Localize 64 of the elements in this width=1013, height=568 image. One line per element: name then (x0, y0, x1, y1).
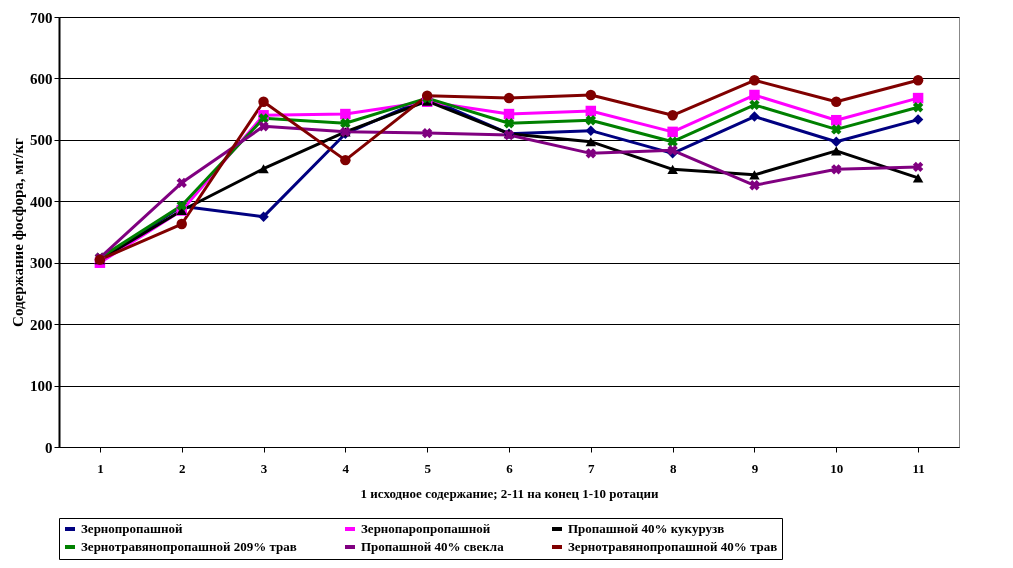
y-tick-label: 200 (30, 316, 53, 333)
legend-label: Зернотравянопропашной 40% трав (568, 539, 778, 554)
legend-label: Пропашной 40% свекла (361, 539, 505, 554)
point (176, 218, 187, 230)
y-tick-label: 700 (30, 9, 53, 26)
point (749, 180, 760, 191)
point (585, 148, 597, 159)
y-tick-label: 0 (45, 439, 53, 456)
x-tick-label: 4 (342, 460, 350, 476)
y-axis-title: Содержание фосфора, мг/кг (10, 137, 26, 327)
point (831, 124, 842, 135)
point (585, 137, 597, 147)
point (585, 115, 597, 126)
point (749, 75, 760, 86)
point (912, 102, 924, 113)
y-tick-label: 300 (30, 255, 53, 272)
x-tick-label: 9 (751, 460, 759, 476)
point (340, 118, 351, 129)
y-tick-label: 100 (30, 378, 53, 395)
point (258, 121, 269, 132)
point (258, 211, 269, 222)
point (831, 136, 842, 147)
x-tick-label: 11 (912, 460, 925, 476)
point (912, 161, 924, 173)
point (667, 110, 678, 121)
point (667, 136, 678, 147)
point (340, 108, 351, 120)
point (503, 92, 515, 104)
y-tick-label: 400 (30, 193, 53, 210)
point (667, 164, 678, 174)
x-tick-label: 7 (588, 460, 596, 476)
point (421, 127, 433, 139)
point (912, 75, 924, 86)
point (585, 89, 597, 101)
x-tick-label: 2 (178, 460, 186, 476)
y-tick-label: 600 (30, 70, 53, 87)
point (749, 111, 760, 122)
legend-label: Зернотравянопропашной 209% трав (81, 539, 297, 554)
point (749, 99, 760, 111)
point (749, 89, 760, 101)
x-tick-label: 5 (424, 460, 432, 476)
point (340, 154, 351, 166)
x-tick-label: 6 (506, 460, 514, 476)
point (258, 96, 269, 108)
point (831, 164, 842, 175)
point (176, 177, 187, 189)
x-tick-label: 10 (830, 460, 844, 476)
legend-label: Зернопаропропашной (361, 521, 491, 536)
x-tick-label: 1 (97, 460, 104, 476)
x-tick-label: 8 (669, 460, 677, 476)
x-axis-title: 1 исходное содержание; 2-11 на конец 1-10 ротации (360, 485, 659, 501)
point (503, 118, 515, 129)
point (749, 170, 760, 180)
legend-label: Зернопропашной (81, 521, 184, 536)
point (831, 114, 842, 126)
y-tick-label: 500 (30, 132, 53, 149)
point (912, 173, 924, 183)
point (912, 114, 924, 125)
point (258, 164, 269, 174)
x-tick-label: 3 (260, 460, 268, 476)
point (585, 125, 597, 136)
point (831, 96, 842, 108)
legend-label: Пропашной 40% кукурузв (568, 521, 725, 536)
point (667, 126, 678, 138)
